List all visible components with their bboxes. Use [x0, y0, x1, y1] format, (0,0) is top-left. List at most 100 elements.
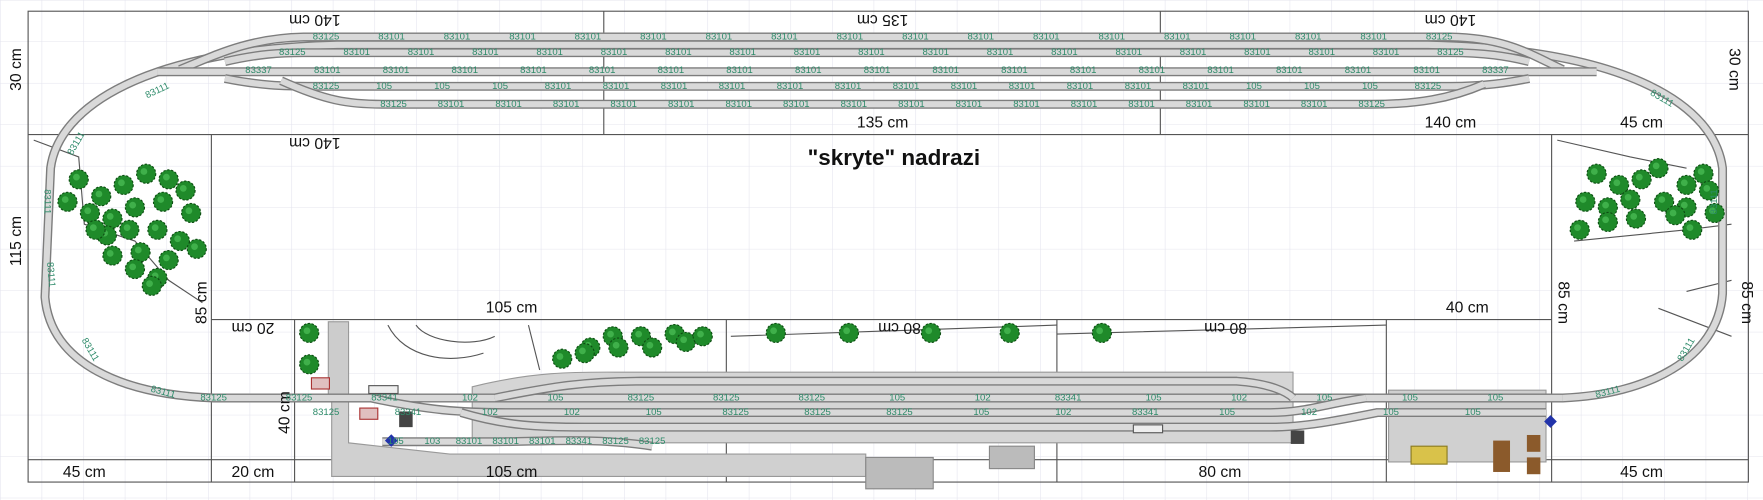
track-label: 102: [1055, 407, 1071, 418]
track-label: 83101: [1013, 99, 1040, 110]
track-label: 83125: [380, 99, 407, 110]
tree-highlight: [106, 213, 114, 220]
track-label: 102: [1231, 393, 1247, 404]
track-label: 83101: [661, 81, 688, 92]
track-label: 83125: [286, 393, 313, 404]
track-label: 83101: [529, 436, 556, 447]
tree-highlight: [680, 336, 687, 344]
track-label: 83101: [492, 436, 519, 447]
tree-highlight: [303, 358, 311, 366]
track-label: 83125: [279, 47, 306, 58]
dimension-label: 45 cm: [1620, 464, 1663, 481]
track-label: 83101: [1413, 65, 1440, 76]
tree-highlight: [1635, 173, 1643, 181]
track-label: 105: [1317, 393, 1333, 404]
track-label: 83101: [795, 65, 822, 76]
track-label: 83125: [722, 407, 749, 418]
tree-highlight: [612, 341, 620, 349]
track-label: 83125: [1437, 47, 1464, 58]
dimension-label: 140 cm: [1425, 114, 1477, 131]
track-label: 83125: [886, 407, 913, 418]
tree-highlight: [163, 173, 170, 181]
track-label: 83101: [1183, 81, 1210, 92]
tree-highlight: [73, 173, 80, 181]
dimension-label: 80 cm: [1204, 319, 1247, 336]
track-label: 83101: [444, 32, 471, 43]
track-label: 83101: [1186, 99, 1213, 110]
tree-highlight: [129, 263, 137, 271]
tree-highlight: [1624, 193, 1632, 201]
track-label: 83101: [536, 47, 563, 58]
track-label: 105: [1362, 81, 1378, 92]
dimension-label: 85 cm: [1555, 281, 1572, 324]
track-label: 83341: [395, 407, 422, 418]
dimension-label: 20 cm: [232, 464, 275, 481]
track-label: 83125: [713, 393, 740, 404]
track-label: 105: [1487, 393, 1503, 404]
tree-highlight: [118, 179, 125, 187]
track-label: 105: [646, 407, 662, 418]
tree-highlight: [146, 280, 153, 287]
tree-highlight: [1613, 179, 1621, 187]
track-label: 105: [1146, 393, 1162, 404]
track-label: 105: [1402, 393, 1418, 404]
track-label: 83101: [1276, 65, 1303, 76]
dimension-label: 40 cm: [277, 391, 294, 434]
track-label: 83101: [1071, 99, 1098, 110]
tree-highlight: [179, 184, 187, 192]
track-label: 83101: [835, 81, 862, 92]
track-label: 83125: [313, 81, 340, 92]
dimension-label: 135 cm: [857, 114, 909, 131]
track-label: 83101: [610, 99, 637, 110]
dimension-label: 30 cm: [1726, 48, 1743, 91]
tree-highlight: [1602, 201, 1609, 209]
tree-highlight: [134, 246, 142, 254]
track-label: 83101: [640, 32, 667, 43]
track-label: 83101: [668, 99, 695, 110]
tree-highlight: [1703, 184, 1711, 192]
tree-highlight: [163, 254, 170, 262]
track-label: 83111: [1709, 189, 1720, 214]
track-label: 105: [1383, 407, 1399, 418]
dimension-label: 20 cm: [232, 319, 275, 336]
track-label: 83101: [1244, 47, 1271, 58]
track-label: 83101: [1295, 32, 1322, 43]
track-label: 83101: [725, 99, 752, 110]
track-label: 83101: [841, 99, 868, 110]
tree-highlight: [1579, 196, 1587, 203]
tree-highlight: [607, 330, 614, 338]
track-label: 83101: [1051, 47, 1078, 58]
track-label: 83101: [898, 99, 925, 110]
tree-highlight: [1004, 327, 1011, 335]
track-label: 83101: [575, 32, 602, 43]
track-label: 83101: [1139, 65, 1166, 76]
tree-highlight: [635, 330, 643, 338]
track-label: 83101: [726, 65, 753, 76]
tree-highlight: [61, 196, 69, 203]
track-label: 105: [1304, 81, 1320, 92]
tree-highlight: [1680, 179, 1688, 187]
dimension-label: 135 cm: [857, 11, 909, 28]
tree-highlight: [1602, 216, 1609, 224]
track-label: 83111: [42, 189, 53, 214]
track-label: 83337: [1482, 65, 1509, 76]
tree-highlight: [1574, 224, 1581, 231]
track-label: 83101: [603, 81, 630, 92]
track-label: 83101: [858, 47, 885, 58]
track-label: 83101: [451, 65, 478, 76]
track-label: 83101: [553, 99, 580, 110]
track-label: 83125: [1358, 99, 1385, 110]
tree-highlight: [1669, 209, 1677, 217]
dimension-label: 105 cm: [486, 299, 538, 316]
dimension-label: 80 cm: [1199, 464, 1242, 481]
tree-highlight: [1709, 207, 1716, 215]
track-label: 83101: [1229, 32, 1256, 43]
track-label: 83125: [639, 436, 666, 447]
track-label: 105: [1465, 407, 1481, 418]
track-label: 83101: [729, 47, 756, 58]
track-label: 83341: [1132, 407, 1159, 418]
tree-highlight: [95, 190, 103, 198]
track-label: 83101: [1308, 47, 1335, 58]
tree-highlight: [174, 235, 182, 243]
